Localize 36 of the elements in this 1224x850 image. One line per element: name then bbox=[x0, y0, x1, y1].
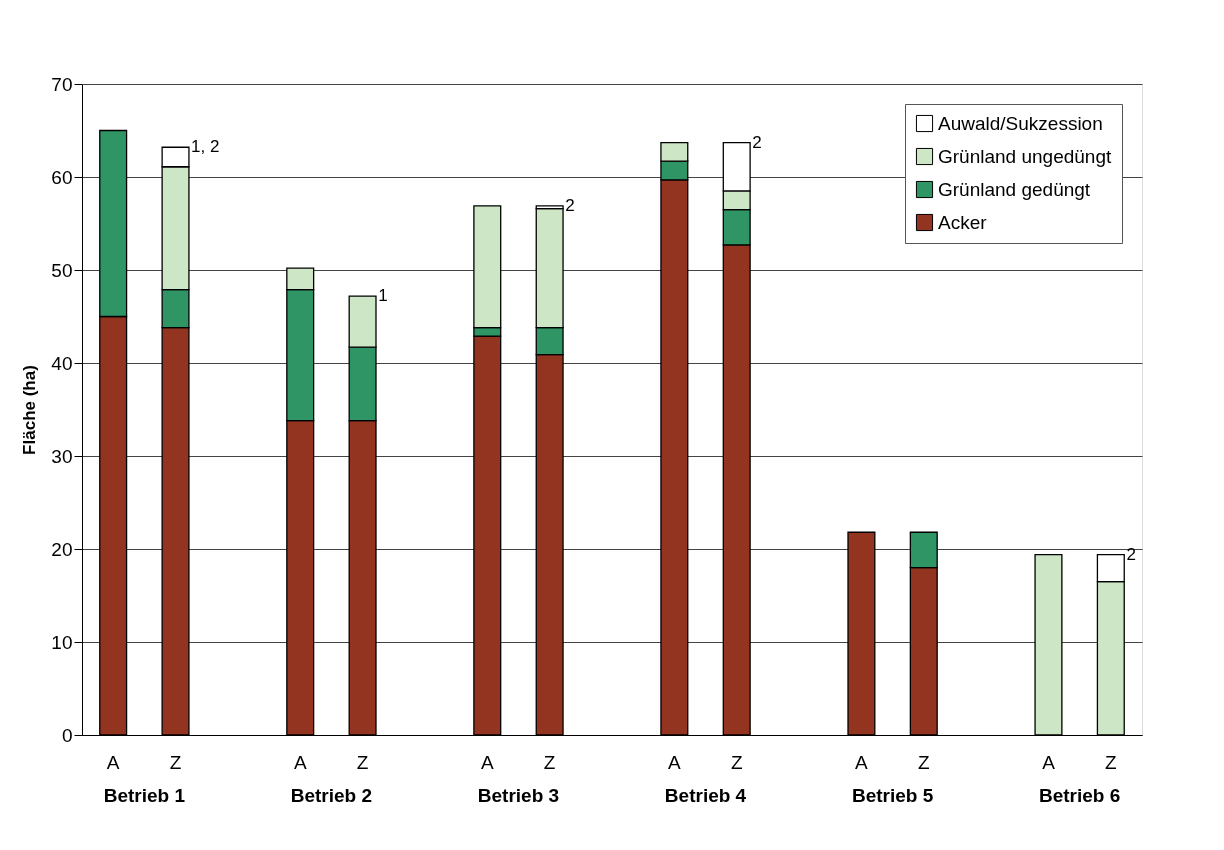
x-tick-label: A bbox=[106, 751, 120, 773]
annotation: 2 bbox=[752, 132, 762, 152]
legend-label: Grünland gedüngt bbox=[938, 178, 1091, 200]
y-tick-label: 50 bbox=[51, 259, 73, 281]
annotation: 1 bbox=[378, 286, 388, 306]
x-tick-label: Z bbox=[730, 751, 743, 773]
x-tick-label: Z bbox=[543, 751, 556, 773]
text: Betrieb 5 bbox=[851, 785, 934, 806]
y-tick-label: 40 bbox=[51, 352, 73, 374]
y-tick-label: 0 bbox=[61, 724, 73, 746]
annotation: 1, 2 bbox=[191, 137, 220, 157]
x-tick-label: Z bbox=[917, 751, 930, 773]
text: Betrieb 2 bbox=[290, 785, 373, 806]
x-tick-label: A bbox=[480, 751, 494, 773]
y-tick-label: 30 bbox=[51, 445, 73, 467]
y-tick-label: 60 bbox=[51, 166, 73, 188]
x-tick-label: Z bbox=[1105, 751, 1118, 773]
legend-label: Grünland ungedüngt bbox=[938, 145, 1112, 167]
legend-label: Auwald/Sukzession bbox=[938, 112, 1103, 134]
y-tick-label: 20 bbox=[51, 538, 73, 560]
y-tick-label: 70 bbox=[51, 73, 73, 95]
x-tick-label: A bbox=[293, 751, 307, 773]
legend-label: Acker bbox=[938, 211, 988, 233]
text: Betrieb 1 bbox=[103, 785, 186, 806]
annotation: 2 bbox=[565, 195, 575, 215]
text: Betrieb 3 bbox=[477, 785, 560, 806]
x-tick-label: A bbox=[855, 751, 869, 773]
x-tick-label: A bbox=[668, 751, 682, 773]
y-axis-title: Fläche (ha) bbox=[20, 365, 40, 455]
text: Betrieb 6 bbox=[1038, 785, 1121, 806]
text: Betrieb 4 bbox=[664, 785, 747, 806]
x-tick-label: A bbox=[1042, 751, 1056, 773]
x-tick-label: Z bbox=[169, 751, 182, 773]
annotation: 2 bbox=[1126, 544, 1136, 564]
x-tick-label: Z bbox=[356, 751, 369, 773]
y-tick-label: 10 bbox=[51, 631, 73, 653]
